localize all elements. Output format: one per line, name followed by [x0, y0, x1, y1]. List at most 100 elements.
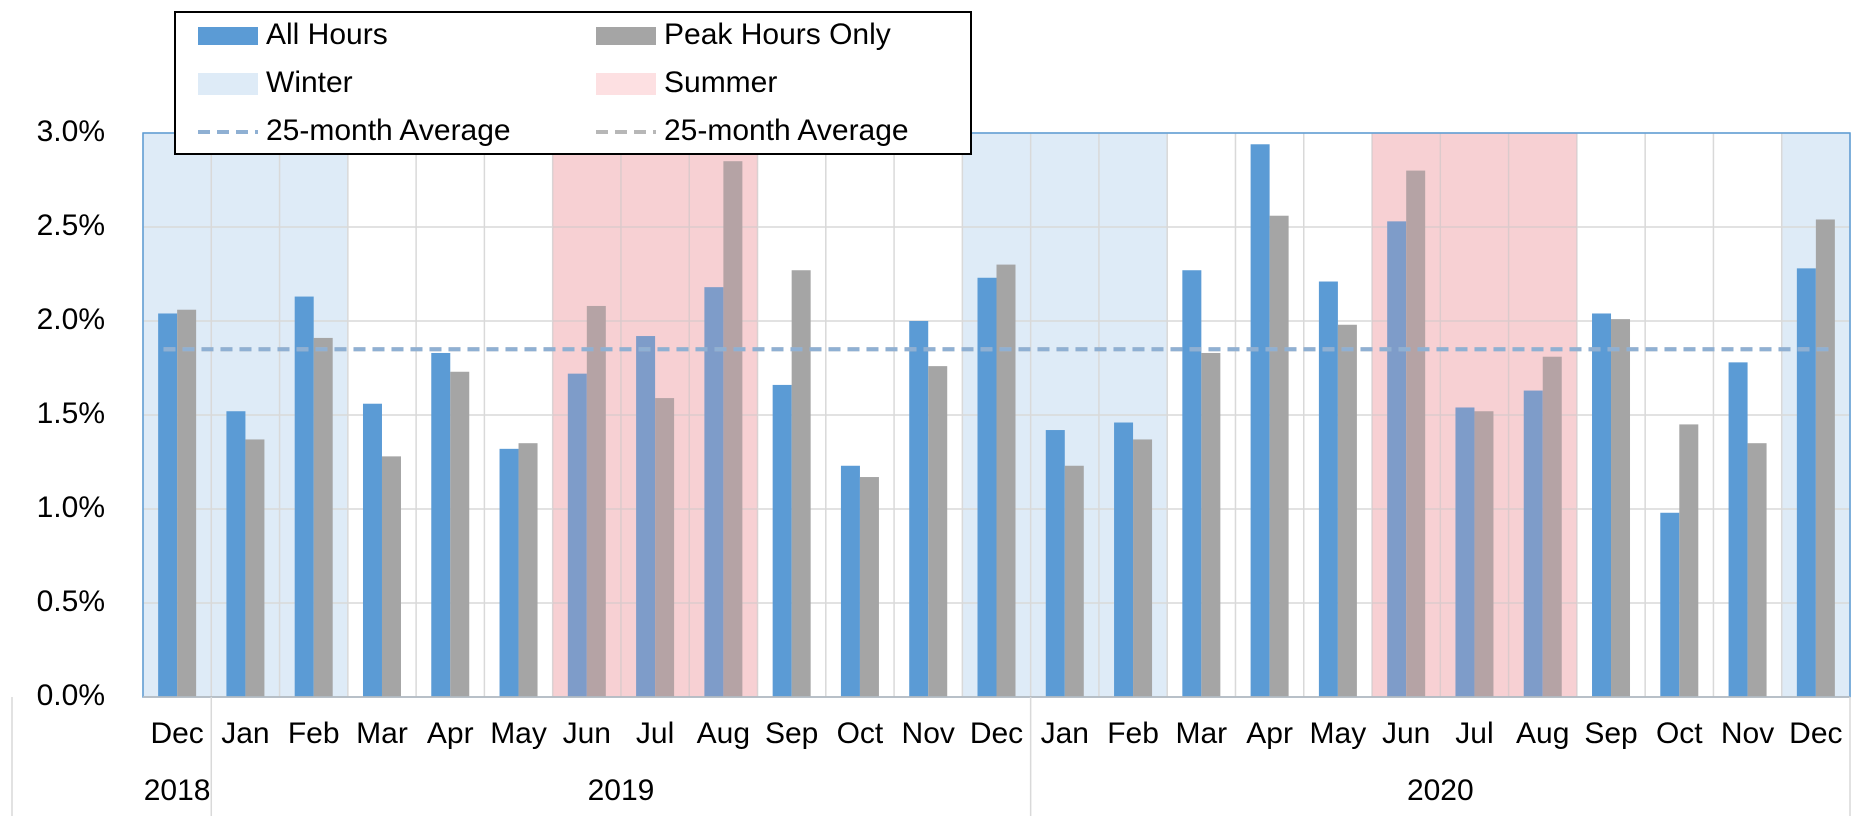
bar	[1660, 512, 1680, 697]
bar	[1269, 215, 1289, 697]
x-tick-label: Mar	[1176, 717, 1228, 750]
bar	[1542, 356, 1562, 697]
bar	[1201, 352, 1221, 697]
x-tick-label: Jun	[1382, 717, 1430, 750]
bar	[1679, 424, 1699, 697]
bar	[996, 264, 1016, 697]
year-label: 2018	[144, 774, 211, 807]
x-tick-label: Mar	[356, 717, 408, 750]
bar	[1064, 465, 1084, 697]
x-tick-label: Oct	[837, 717, 884, 750]
bar	[362, 403, 382, 697]
x-tick-label: Nov	[1721, 717, 1774, 750]
bar	[1337, 324, 1357, 697]
bar	[567, 373, 587, 697]
x-tick-label: Apr	[427, 717, 474, 750]
bar	[381, 456, 401, 697]
legend-swatch	[198, 73, 258, 95]
bar	[704, 287, 724, 697]
y-tick-label: 0.5%	[37, 585, 105, 618]
x-tick-label: May	[490, 717, 547, 750]
legend-box	[174, 11, 972, 155]
season-tint	[1372, 133, 1441, 697]
x-tick-label: Aug	[697, 717, 750, 750]
legend-label: 25-month Average	[266, 114, 511, 147]
year-label: 2020	[1407, 774, 1474, 807]
y-tick-label: 0.0%	[37, 679, 105, 712]
bar	[245, 439, 265, 697]
x-tick-label: Dec	[970, 717, 1023, 750]
bar	[1728, 362, 1748, 697]
y-tick-label: 1.5%	[37, 397, 105, 430]
season-tint	[620, 133, 690, 697]
x-tick-label: Jun	[563, 717, 611, 750]
x-tick-label: Jan	[221, 717, 269, 750]
y-tick-label: 3.0%	[37, 115, 105, 148]
bar	[859, 477, 879, 697]
bar	[1796, 268, 1816, 697]
bar	[1523, 390, 1543, 697]
bar	[294, 296, 314, 697]
x-tick-label: Dec	[150, 717, 203, 750]
x-tick-label: Oct	[1656, 717, 1703, 750]
x-tick-label: Sep	[765, 717, 818, 750]
bar	[1045, 430, 1065, 697]
x-tick-label: Aug	[1516, 717, 1569, 750]
y-tick-label: 1.0%	[37, 491, 105, 524]
legend-swatch	[596, 73, 656, 95]
bar	[518, 443, 538, 697]
x-tick-label: Feb	[288, 717, 340, 750]
y-tick-label: 2.5%	[37, 209, 105, 242]
bar	[1406, 170, 1426, 698]
x-tick-label: Nov	[902, 717, 955, 750]
bar	[1114, 422, 1134, 697]
bar	[1133, 439, 1153, 697]
bar	[1318, 281, 1338, 697]
bar	[431, 352, 451, 697]
bar	[1182, 270, 1202, 697]
x-tick-label: Jan	[1041, 717, 1089, 750]
bar	[313, 337, 333, 697]
x-tick-label: Sep	[1584, 717, 1637, 750]
x-tick-label: May	[1310, 717, 1367, 750]
legend: All Hours Peak Hours Only Winter Summer 25-m…	[174, 11, 972, 155]
season-tint	[552, 133, 621, 697]
bar	[177, 309, 197, 697]
x-tick-label: Jul	[1455, 717, 1493, 750]
bar	[928, 366, 948, 697]
bar	[636, 336, 656, 697]
x-tick-label: Apr	[1246, 717, 1293, 750]
season-tint	[1508, 133, 1577, 697]
legend-label: All Hours	[266, 18, 388, 51]
season-tint	[1440, 133, 1509, 697]
bar	[1747, 443, 1767, 697]
y-tick-label: 2.0%	[37, 303, 105, 336]
bar	[226, 411, 246, 697]
bar	[1611, 319, 1631, 697]
bar	[791, 270, 811, 697]
bar	[723, 161, 743, 697]
bar	[158, 313, 178, 697]
x-tick-label: Jul	[636, 717, 674, 750]
bar	[1592, 313, 1612, 697]
bar	[1250, 144, 1270, 697]
bar	[586, 305, 606, 697]
legend-label: Summer	[664, 66, 777, 99]
bar	[772, 384, 792, 697]
bar	[450, 371, 470, 697]
x-tick-label: Dec	[1789, 717, 1842, 750]
bar	[1455, 407, 1475, 697]
bar	[1474, 411, 1494, 697]
bar	[909, 321, 929, 697]
bar	[977, 277, 997, 697]
bar	[840, 465, 860, 697]
season-tint	[689, 133, 758, 697]
legend-label: 25-month Average	[664, 114, 909, 147]
legend-swatch	[198, 27, 258, 45]
bar	[1815, 219, 1835, 698]
year-label: 2019	[588, 774, 655, 807]
legend-label: Winter	[266, 66, 353, 99]
x-tick-label: Feb	[1107, 717, 1159, 750]
bar	[1387, 221, 1407, 698]
